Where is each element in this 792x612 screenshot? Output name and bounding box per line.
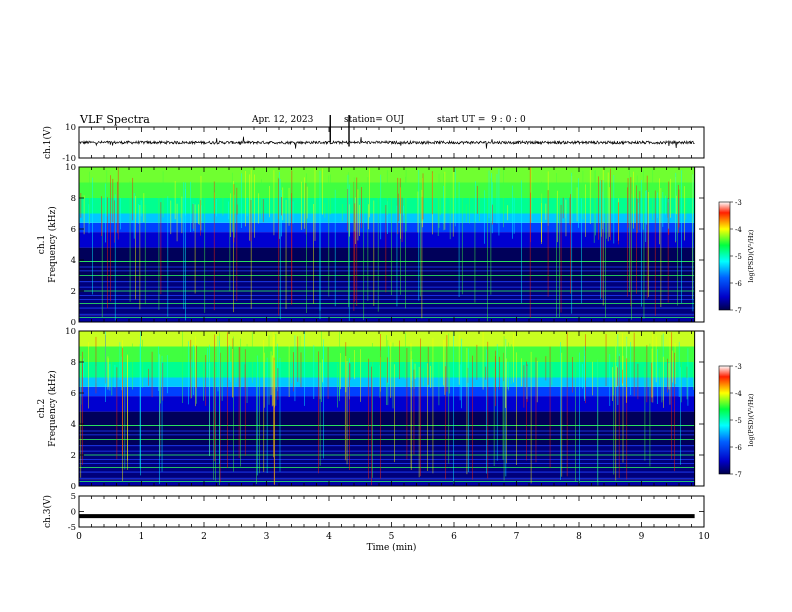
- colorbar-label: log(PSD)(V²/Hz): [747, 229, 755, 282]
- y-tick-label: 2: [71, 287, 76, 297]
- y-tick-label: 10: [65, 123, 76, 133]
- spectrogram-band: [79, 222, 695, 233]
- colorbar-tick-label: -4: [735, 226, 742, 234]
- colorbar-tick-label: -7: [735, 471, 742, 479]
- colorbar-tick-label: -6: [735, 280, 742, 288]
- y-tick-label: 0: [71, 318, 76, 328]
- y-tick-label: 6: [71, 225, 76, 235]
- x-tick-label: 4: [326, 532, 332, 542]
- x-tick-label: 5: [389, 532, 395, 542]
- y-tick-label: 0: [71, 508, 76, 518]
- x-tick-label: 0: [76, 532, 82, 542]
- y-tick-label: 5: [71, 492, 76, 502]
- spectrogram-band: [79, 182, 695, 198]
- x-tick-label: 9: [639, 532, 645, 542]
- station-label: station= OUJ: [344, 115, 405, 125]
- ch3-ylabel: ch.3(V): [42, 495, 53, 528]
- colorbar-tick-label: -5: [735, 417, 742, 425]
- x-tick-label: 7: [514, 532, 520, 542]
- y-tick-label: 8: [71, 194, 76, 204]
- colorbar: [718, 365, 731, 475]
- spectrogram-ylabel: Frequency (kHz): [47, 206, 58, 283]
- x-tick-label: 10: [698, 532, 710, 542]
- x-axis-label: Time (min): [367, 542, 417, 553]
- x-tick-label: 3: [264, 532, 270, 542]
- ch1-trace: [79, 136, 695, 149]
- spectrogram-channel-label: ch.2: [37, 399, 47, 418]
- spectrogram-band: [79, 198, 695, 214]
- spectrogram-band: [79, 247, 695, 282]
- y-tick-label: 2: [71, 451, 76, 461]
- colorbar-label: log(PSD)(V²/Hz): [747, 393, 755, 446]
- y-tick-label: 10: [65, 163, 76, 173]
- y-tick-label: 10: [65, 327, 76, 337]
- x-tick-label: 1: [139, 532, 145, 542]
- ch1-ylabel: ch.1(V): [42, 126, 53, 159]
- x-tick-label: 2: [201, 532, 207, 542]
- y-tick-label: -5: [68, 523, 76, 533]
- spectrogram-band: [79, 167, 695, 183]
- y-tick-label: 4: [71, 420, 76, 430]
- colorbar-tick-label: -5: [735, 253, 742, 261]
- spectrogram-channel-label: ch.1: [37, 235, 47, 254]
- spectrogram-band: [79, 213, 695, 223]
- colorbar-tick-label: -3: [735, 199, 742, 207]
- x-tick-label: 8: [576, 532, 582, 542]
- spectrogram-band: [79, 411, 695, 446]
- colorbar: [718, 201, 731, 311]
- x-tick-label: 6: [451, 532, 457, 542]
- spectrogram-ylabel: Frequency (kHz): [47, 370, 58, 447]
- colorbar-tick-label: -3: [735, 363, 742, 371]
- colorbar-tick-label: -4: [735, 390, 742, 398]
- start-time-label: start UT = 9 : 0 : 0: [437, 115, 526, 125]
- date-label: Apr. 12, 2023: [252, 115, 314, 125]
- y-tick-label: 4: [71, 256, 76, 266]
- spectrogram-band: [79, 232, 695, 248]
- y-tick-label: 6: [71, 389, 76, 399]
- y-tick-label: 0: [71, 482, 76, 492]
- spectrogram-band: [79, 315, 695, 322]
- y-tick-label: 8: [71, 358, 76, 368]
- colorbar-tick-label: -6: [735, 444, 742, 452]
- colorbar-tick-label: -7: [735, 307, 742, 315]
- chart-title: VLF Spectra: [80, 113, 150, 126]
- y-tick-label: -10: [62, 154, 76, 164]
- spectrogram-band: [79, 479, 695, 486]
